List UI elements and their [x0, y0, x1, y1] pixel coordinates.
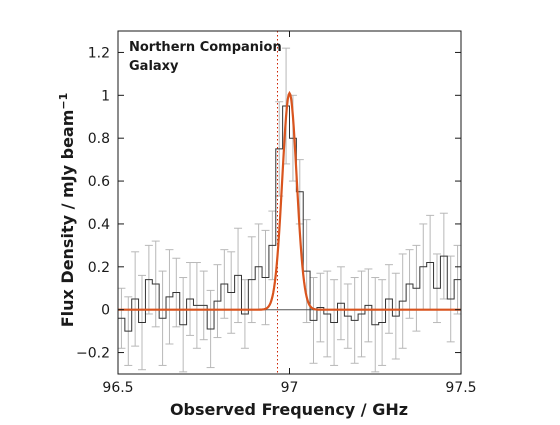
ticks-layer: 96.5 97 97.5 −0.2 0 0.2 0.4 0.6 0.8 1 1.2 — [76, 31, 477, 396]
gaussian-fit-series — [118, 90, 461, 311]
x-tick-label: 97.5 — [445, 380, 476, 396]
y-tick-label: 1.2 — [88, 45, 110, 61]
error-bars-layer — [117, 47, 462, 373]
y-tick-label: 1 — [101, 88, 110, 104]
annotation-line-1: Northern Companion — [129, 40, 282, 55]
y-tick-label: 0.8 — [88, 131, 110, 147]
y-axis-title-superscript: −1 — [57, 93, 70, 110]
fit-series-layer — [118, 90, 461, 311]
y-tick-label: 0.4 — [88, 217, 110, 233]
step-series-layer — [118, 105, 461, 332]
y-tick-label: 0.6 — [88, 174, 110, 190]
x-tick-label: 97 — [281, 380, 299, 396]
annotation-line-2: Galaxy — [129, 59, 179, 74]
y-tick-label: 0 — [101, 303, 110, 319]
flux-step-series — [118, 105, 461, 332]
x-axis-title: Observed Frequency / GHz — [170, 400, 408, 419]
x-tick-label: 96.5 — [102, 380, 133, 396]
y-axis-title-main: Flux Density / mJy beam — [58, 110, 77, 328]
y-tick-label: −0.2 — [76, 346, 110, 362]
y-tick-label: 0.2 — [88, 260, 110, 276]
y-axis-title: Flux Density / mJy beam−1 — [57, 93, 78, 328]
